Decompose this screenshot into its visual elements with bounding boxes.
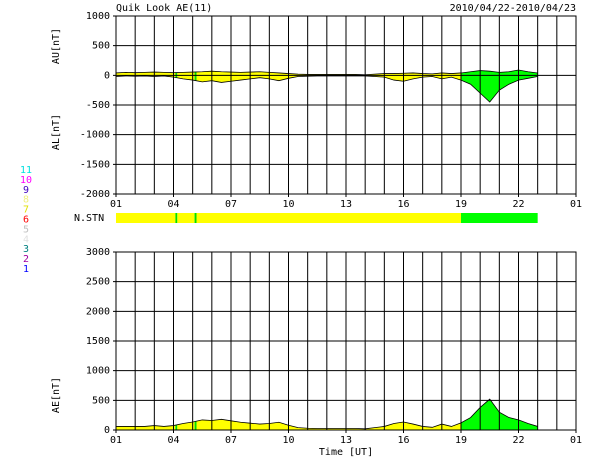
station-legend-label: 11 [20,165,32,176]
station-legend-label: 5 [23,224,29,235]
x-tick-label: 04 [167,435,179,446]
stations-label: N.STN [74,213,104,224]
station-legend-label: 10 [20,175,32,186]
station-segment [116,213,176,223]
x-tick-label: 16 [397,435,409,446]
y-axis-label: AU[nT] [51,28,62,64]
station-segment [177,213,195,223]
y-tick-label: 500 [92,395,110,406]
y-tick-label: -1000 [80,130,110,141]
x-tick-label: 22 [512,435,524,446]
station-legend-label: 4 [23,234,29,245]
chart-title: Quik Look AE(11) [116,3,212,14]
area-fill [196,419,461,430]
series-line [115,75,538,103]
station-segment [461,213,538,223]
area-fill [177,421,195,430]
series-line [116,398,538,430]
station-legend-label: 2 [23,254,29,265]
area-fill [196,71,461,83]
y-axis-label: AE[nT] [51,377,62,413]
x-tick-label: 01 [570,199,582,210]
y-tick-label: 3000 [86,247,110,258]
station-legend-label: 8 [23,195,29,206]
area-fill [194,421,197,430]
y-tick-label: 1000 [86,11,110,22]
x-tick-label: 22 [512,199,524,210]
y-axis-label: AL[nT] [51,114,62,150]
x-tick-label: 01 [110,199,122,210]
plot-frame [115,251,577,431]
station-legend-label: 3 [23,244,29,255]
station-segment [196,213,461,223]
plot-frame [115,15,577,195]
x-tick-label: 10 [282,435,294,446]
y-tick-label: -2000 [80,189,110,200]
y-tick-label: -1500 [80,159,110,170]
area-fill [175,424,178,430]
y-tick-label: -500 [86,100,110,111]
station-legend-label: 1 [23,264,29,275]
y-tick-label: 1500 [86,336,110,347]
y-tick-label: 500 [92,41,110,52]
series-line [115,69,538,76]
x-axis-label: Time [UT] [319,447,373,458]
x-tick-label: 07 [225,435,237,446]
y-tick-label: 0 [104,70,110,81]
x-tick-label: 19 [455,199,467,210]
date-range: 2010/04/22-2010/04/23 [450,3,576,14]
x-tick-label: 16 [397,199,409,210]
y-tick-label: 0 [104,425,110,436]
area-fill [194,71,197,81]
x-tick-label: 04 [167,199,179,210]
y-tick-label: 1000 [86,366,110,377]
y-tick-label: 2000 [86,306,110,317]
x-tick-label: 01 [570,435,582,446]
station-segment [175,213,178,223]
x-tick-label: 10 [282,199,294,210]
station-segment [194,213,197,223]
x-tick-label: 07 [225,199,237,210]
x-tick-label: 13 [340,199,352,210]
station-legend-label: 6 [23,215,29,226]
x-tick-label: 19 [455,435,467,446]
x-tick-label: 01 [110,435,122,446]
y-tick-label: 2500 [86,277,110,288]
x-tick-label: 13 [340,435,352,446]
station-legend-label: 9 [23,185,29,196]
station-legend-label: 7 [23,205,29,216]
